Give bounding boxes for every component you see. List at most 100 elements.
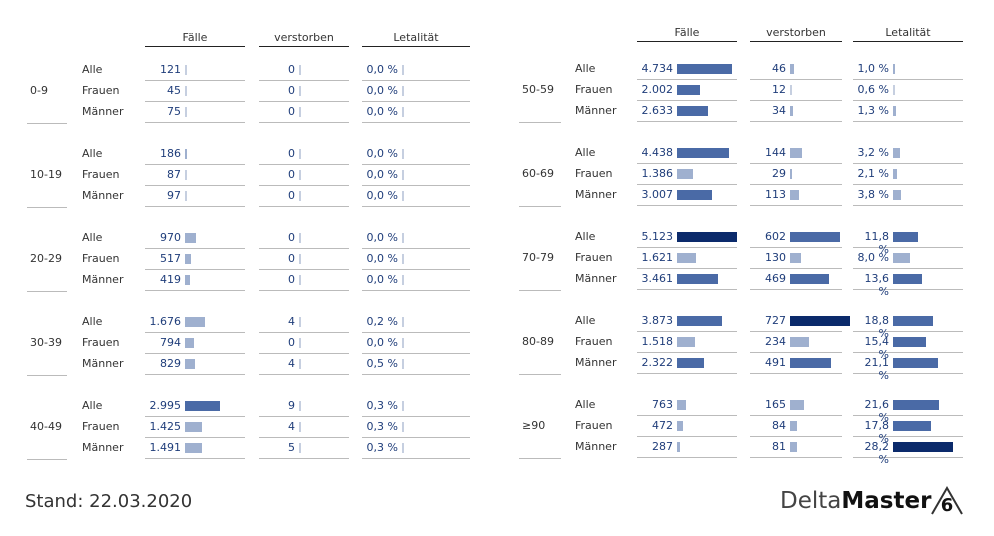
cell-cases: 2.322 (637, 353, 737, 374)
cell-lethality: 0,3 % (362, 396, 470, 417)
bar-cases (677, 274, 718, 284)
cell-deceased: 0 (259, 102, 349, 123)
value-lethality: 0,0 % (366, 252, 398, 265)
logo-mark-number: 6 (941, 495, 954, 516)
bar-cases (677, 337, 695, 347)
bar-deceased (299, 233, 301, 243)
value-deceased: 0 (288, 147, 295, 160)
row-label: Frauen (82, 168, 120, 181)
value-cases: 472 (652, 419, 673, 432)
value-cases: 1.518 (641, 335, 674, 348)
row-label: Frauen (82, 252, 120, 265)
bar-deceased (299, 338, 301, 348)
bar-deceased (790, 253, 801, 263)
value-lethality: 1,0 % (857, 62, 889, 75)
cell-lethality: 0,0 % (362, 270, 470, 291)
bar-lethality (402, 275, 404, 285)
cell-lethality: 0,0 % (362, 144, 470, 165)
bar-deceased (299, 275, 301, 285)
value-deceased: 602 (765, 230, 786, 243)
value-lethality: 0,5 % (366, 357, 398, 370)
cell-deceased: 4 (259, 354, 349, 375)
bar-deceased (299, 317, 301, 327)
cell-deceased: 5 (259, 438, 349, 459)
cell-lethality: 8,0 % (853, 248, 963, 269)
bar-cases (677, 316, 723, 326)
value-cases: 87 (167, 168, 181, 181)
bar-deceased (299, 401, 301, 411)
cell-lethality: 1,0 % (853, 59, 963, 80)
bar-cases (677, 148, 729, 158)
row-label: Männer (575, 104, 617, 117)
cell-lethality: 1,3 % (853, 101, 963, 122)
value-cases: 97 (167, 189, 181, 202)
row-label: Alle (575, 146, 596, 159)
value-lethality: 0,3 % (366, 399, 398, 412)
cell-lethality: 18,8 % (853, 311, 963, 340)
value-deceased: 12 (772, 83, 786, 96)
bar-cases (677, 253, 696, 263)
value-deceased: 0 (288, 231, 295, 244)
age-group-divider (27, 123, 67, 124)
bar-cases (677, 190, 713, 200)
cell-deceased: 0 (259, 60, 349, 81)
header-cases-right: Fälle (637, 26, 737, 42)
bar-cases (185, 233, 197, 243)
value-lethality: 17,8 % (864, 419, 890, 445)
cell-cases: 287 (637, 437, 737, 458)
value-lethality: 0,2 % (366, 315, 398, 328)
cell-deceased: 0 (259, 333, 349, 354)
value-lethality: 0,0 % (366, 105, 398, 118)
cell-deceased: 0 (259, 228, 349, 249)
bar-lethality (402, 191, 404, 201)
value-deceased: 234 (765, 335, 786, 348)
bar-cases (185, 275, 190, 285)
cell-deceased: 0 (259, 81, 349, 102)
bar-deceased (299, 443, 301, 453)
cell-deceased: 12 (750, 80, 842, 101)
header-cases-left: Fälle (145, 31, 245, 47)
cell-deceased: 0 (259, 144, 349, 165)
bar-lethality (402, 149, 404, 159)
cell-cases: 3.461 (637, 269, 737, 290)
cell-deceased: 234 (750, 332, 842, 353)
bar-cases (185, 254, 192, 264)
row-label: Alle (82, 399, 103, 412)
bar-lethality (893, 274, 922, 284)
row-label: Männer (82, 357, 124, 370)
value-cases: 3.873 (641, 314, 674, 327)
bar-cases (185, 443, 203, 453)
value-cases: 794 (160, 336, 181, 349)
bar-lethality (893, 232, 919, 242)
bar-deceased (790, 358, 831, 368)
bar-lethality (402, 422, 404, 432)
value-deceased: 4 (288, 315, 295, 328)
cell-lethality: 0,0 % (362, 249, 470, 270)
cell-deceased: 0 (259, 249, 349, 270)
value-lethality: 15,4 % (864, 335, 890, 361)
row-label: Frauen (575, 83, 613, 96)
cell-lethality: 21,6 % (853, 395, 963, 424)
value-lethality: 0,0 % (366, 336, 398, 349)
bar-deceased (790, 148, 802, 158)
cell-lethality: 17,8 % (853, 416, 963, 445)
bar-deceased (790, 232, 840, 242)
bar-cases (185, 86, 187, 96)
cell-deceased: 9 (259, 396, 349, 417)
cell-cases: 794 (145, 333, 245, 354)
value-lethality: 0,0 % (366, 168, 398, 181)
value-cases: 2.322 (641, 356, 674, 369)
value-deceased: 113 (765, 188, 786, 201)
bar-lethality (893, 442, 953, 452)
value-lethality: 11,8 % (864, 230, 890, 256)
row-label: Alle (575, 398, 596, 411)
cell-cases: 970 (145, 228, 245, 249)
age-group-label: 60-69 (522, 167, 554, 180)
header-deceased-right: verstorben (750, 26, 842, 42)
age-group-divider (519, 458, 561, 459)
value-cases: 1.621 (641, 251, 674, 264)
age-group-divider (27, 291, 67, 292)
cell-deceased: 144 (750, 143, 842, 164)
value-deceased: 29 (772, 167, 786, 180)
value-deceased: 144 (765, 146, 786, 159)
